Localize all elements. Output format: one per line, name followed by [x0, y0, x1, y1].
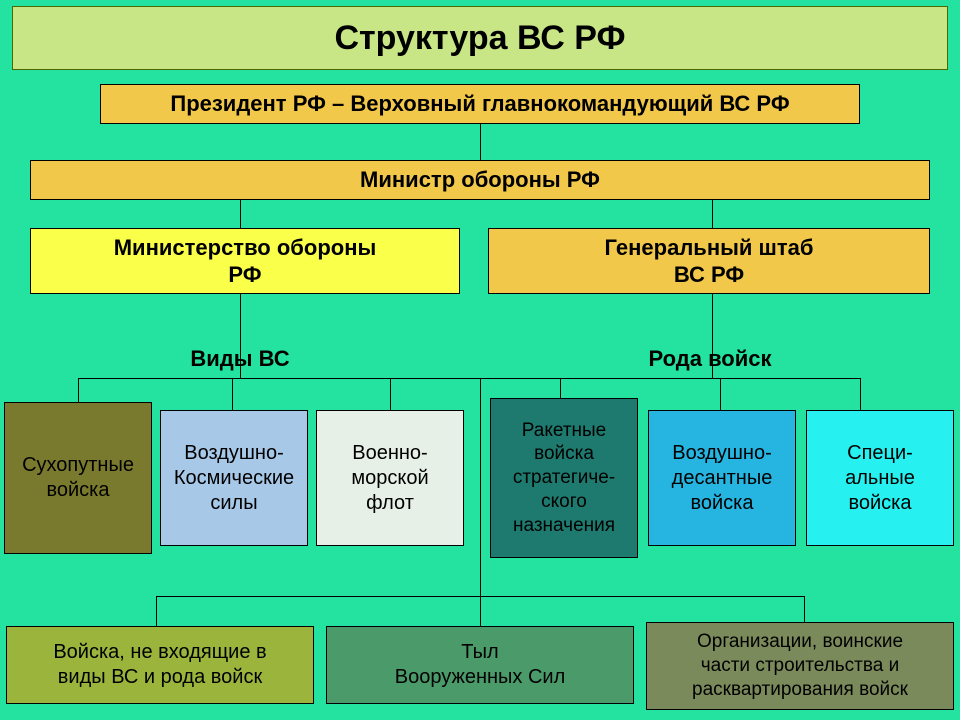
genstaff-text: Генеральный штаб ВС РФ [605, 234, 814, 289]
connector-line [156, 596, 157, 626]
connector-line [804, 596, 805, 622]
connector-line [240, 200, 241, 228]
branch-text: Военно- морской флот [351, 441, 428, 516]
bottom-text: Организации, воинские части строительств… [692, 630, 908, 701]
bottom-text: Войска, не входящие в виды ВС и рода вой… [53, 640, 266, 690]
branch-box: Специ- альные войска [806, 410, 954, 546]
connector-line [480, 378, 481, 596]
connector-line [720, 378, 721, 410]
branch-box: Воздушно- десантные войска [648, 410, 796, 546]
minister-box: Министр обороны РФ [30, 160, 930, 200]
branch-box: Сухопутные войска [4, 402, 152, 554]
connector-line [78, 378, 79, 402]
connector-line [712, 200, 713, 228]
connector-line [78, 378, 860, 379]
president-text: Президент РФ – Верховный главнокомандующ… [170, 90, 789, 118]
minister-text: Министр обороны РФ [360, 166, 600, 194]
connector-line [480, 596, 481, 626]
branch-text: Ракетные войска стратегиче- ского назнач… [513, 419, 615, 538]
branch-text: Специ- альные войска [845, 441, 915, 516]
branch-box: Воздушно- Космические силы [160, 410, 308, 546]
connector-line [480, 124, 481, 160]
bottom-box: Тыл Вооруженных Сил [326, 626, 634, 704]
connector-line [860, 378, 861, 410]
branch-text: Сухопутные войска [5, 453, 151, 503]
bottom-box: Организации, воинские части строительств… [646, 622, 954, 710]
connector-line [390, 378, 391, 410]
genstaff-box: Генеральный штаб ВС РФ [488, 228, 930, 294]
roda-label: Рода войск [600, 346, 820, 372]
bottom-text: Тыл Вооруженных Сил [395, 640, 566, 690]
president-box: Президент РФ – Верховный главнокомандующ… [100, 84, 860, 124]
branch-box: Ракетные войска стратегиче- ского назнач… [490, 398, 638, 558]
connector-line [560, 378, 561, 398]
diagram-title: Структура ВС РФ [12, 6, 948, 70]
bottom-box: Войска, не входящие в виды ВС и рода вой… [6, 626, 314, 704]
connector-line [232, 378, 233, 410]
branch-text: Воздушно- десантные войска [672, 441, 773, 516]
title-text: Структура ВС РФ [334, 17, 625, 60]
ministry-box: Министерство обороны РФ [30, 228, 460, 294]
branch-box: Военно- морской флот [316, 410, 464, 546]
branch-text: Воздушно- Космические силы [174, 441, 294, 516]
ministry-text: Министерство обороны РФ [114, 234, 377, 289]
vidy-label: Виды ВС [150, 346, 330, 372]
